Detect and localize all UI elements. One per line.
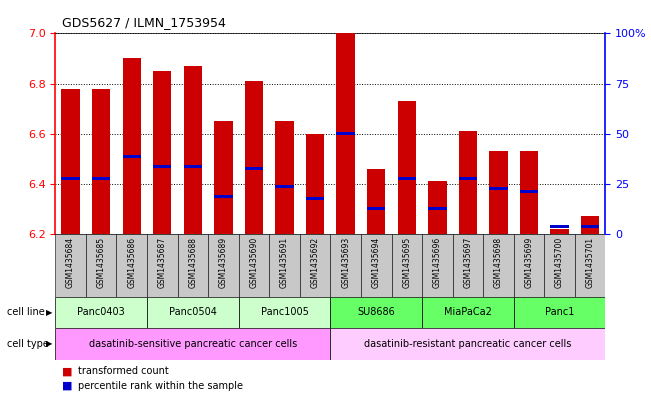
Bar — [337, 33, 355, 234]
Text: GSM1435695: GSM1435695 — [402, 237, 411, 288]
Text: percentile rank within the sample: percentile rank within the sample — [78, 381, 243, 391]
Bar — [92, 88, 110, 234]
Bar — [122, 155, 141, 158]
Text: GSM1435692: GSM1435692 — [311, 237, 320, 288]
Bar — [239, 297, 330, 328]
Bar — [147, 297, 239, 328]
Bar — [208, 234, 239, 297]
Bar — [55, 297, 147, 328]
Bar — [391, 234, 422, 297]
Bar — [550, 229, 569, 234]
Text: GSM1435696: GSM1435696 — [433, 237, 442, 288]
Bar — [514, 234, 544, 297]
Bar — [61, 177, 80, 180]
Bar — [275, 121, 294, 234]
Text: dasatinib-sensitive pancreatic cancer cells: dasatinib-sensitive pancreatic cancer ce… — [89, 339, 297, 349]
Text: GSM1435699: GSM1435699 — [525, 237, 534, 288]
Bar — [483, 234, 514, 297]
Bar — [92, 177, 110, 180]
Bar — [367, 207, 385, 210]
Text: GSM1435691: GSM1435691 — [280, 237, 289, 288]
Bar — [490, 151, 508, 234]
Text: GSM1435701: GSM1435701 — [586, 237, 594, 288]
Bar — [153, 71, 171, 234]
Bar — [275, 185, 294, 188]
Text: GSM1435698: GSM1435698 — [494, 237, 503, 288]
Bar — [214, 195, 232, 198]
Bar — [178, 234, 208, 297]
Text: GSM1435687: GSM1435687 — [158, 237, 167, 288]
Text: GSM1435688: GSM1435688 — [188, 237, 197, 288]
Bar — [544, 234, 575, 297]
Text: Panc1005: Panc1005 — [260, 307, 309, 318]
Text: GSM1435694: GSM1435694 — [372, 237, 381, 288]
Bar — [422, 297, 514, 328]
Bar — [270, 234, 300, 297]
Text: Panc0403: Panc0403 — [77, 307, 125, 318]
Bar — [459, 131, 477, 234]
Text: ▶: ▶ — [46, 308, 53, 317]
Bar — [184, 165, 202, 168]
Bar — [581, 216, 600, 234]
Bar — [361, 234, 391, 297]
Text: GSM1435686: GSM1435686 — [127, 237, 136, 288]
Bar — [214, 121, 232, 234]
Bar — [184, 66, 202, 234]
Bar — [550, 225, 569, 228]
Bar — [428, 207, 447, 210]
Bar — [581, 225, 600, 228]
Bar — [337, 132, 355, 135]
Text: SU8686: SU8686 — [357, 307, 395, 318]
Text: ■: ■ — [62, 366, 76, 376]
Text: GSM1435697: GSM1435697 — [464, 237, 473, 288]
Text: transformed count: transformed count — [78, 366, 169, 376]
Bar — [245, 81, 263, 234]
Bar — [86, 234, 117, 297]
Bar — [330, 328, 605, 360]
Text: cell type: cell type — [7, 339, 48, 349]
Bar — [514, 297, 605, 328]
Bar — [330, 297, 422, 328]
Bar — [300, 234, 330, 297]
Bar — [153, 165, 171, 168]
Text: Panc1: Panc1 — [545, 307, 574, 318]
Text: Panc0504: Panc0504 — [169, 307, 217, 318]
Bar — [55, 234, 86, 297]
Text: dasatinib-resistant pancreatic cancer cells: dasatinib-resistant pancreatic cancer ce… — [364, 339, 572, 349]
Text: ■: ■ — [62, 381, 76, 391]
Text: GDS5627 / ILMN_1753954: GDS5627 / ILMN_1753954 — [62, 17, 226, 29]
Bar — [61, 88, 80, 234]
Bar — [422, 234, 452, 297]
Bar — [117, 234, 147, 297]
Bar — [398, 177, 416, 180]
Bar — [428, 181, 447, 234]
Bar — [367, 169, 385, 234]
Bar — [520, 151, 538, 234]
Bar — [147, 234, 178, 297]
Text: MiaPaCa2: MiaPaCa2 — [444, 307, 492, 318]
Text: ▶: ▶ — [46, 340, 53, 348]
Bar — [452, 234, 483, 297]
Bar — [459, 177, 477, 180]
Text: cell line: cell line — [7, 307, 44, 318]
Text: GSM1435689: GSM1435689 — [219, 237, 228, 288]
Text: GSM1435690: GSM1435690 — [249, 237, 258, 288]
Bar — [245, 167, 263, 170]
Bar — [575, 234, 605, 297]
Bar — [520, 190, 538, 193]
Text: GSM1435685: GSM1435685 — [97, 237, 105, 288]
Bar — [398, 101, 416, 234]
Bar — [122, 59, 141, 234]
Bar — [55, 328, 330, 360]
Bar — [306, 134, 324, 234]
Text: GSM1435693: GSM1435693 — [341, 237, 350, 288]
Bar — [330, 234, 361, 297]
Bar — [306, 197, 324, 200]
Bar — [490, 187, 508, 190]
Text: GSM1435700: GSM1435700 — [555, 237, 564, 288]
Bar — [239, 234, 270, 297]
Text: GSM1435684: GSM1435684 — [66, 237, 75, 288]
